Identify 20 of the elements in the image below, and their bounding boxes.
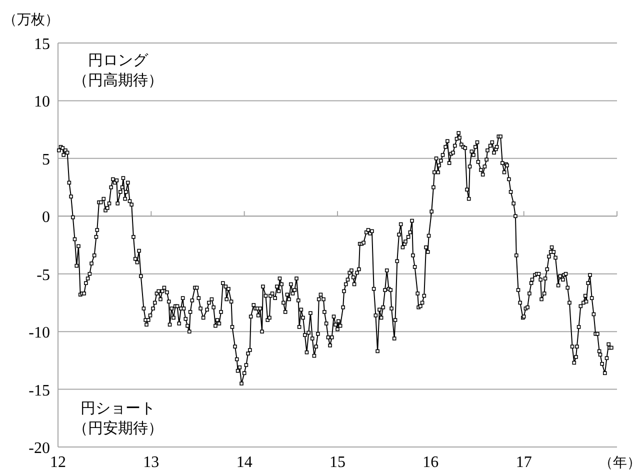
y-tick-label: -20 <box>28 440 50 457</box>
y-tick-label: 5 <box>42 151 50 168</box>
annotation: 円ロング <box>88 51 149 69</box>
annotation: （円高期待） <box>73 71 163 89</box>
y-tick-label: -5 <box>36 266 50 284</box>
x-tick-label: 15 <box>330 454 346 471</box>
y-tick-label: -15 <box>28 382 50 400</box>
y-tick-label: 10 <box>34 94 50 111</box>
x-tick-label: 12 <box>50 454 66 471</box>
y-tick-label: -10 <box>28 324 50 342</box>
x-tick-label: 17 <box>516 454 532 471</box>
annotation: 円ショート <box>80 399 156 417</box>
x-tick-label: 13 <box>143 454 160 471</box>
x-tick-label: 14 <box>236 454 252 471</box>
x-axis-title: （年） <box>599 455 641 471</box>
x-tick-label: 16 <box>422 454 439 471</box>
y-axis-title: （万枚） <box>3 12 59 28</box>
y-tick-label: 15 <box>34 36 50 53</box>
annotation: （円安期待） <box>73 419 163 437</box>
y-tick-label: 0 <box>42 209 50 226</box>
